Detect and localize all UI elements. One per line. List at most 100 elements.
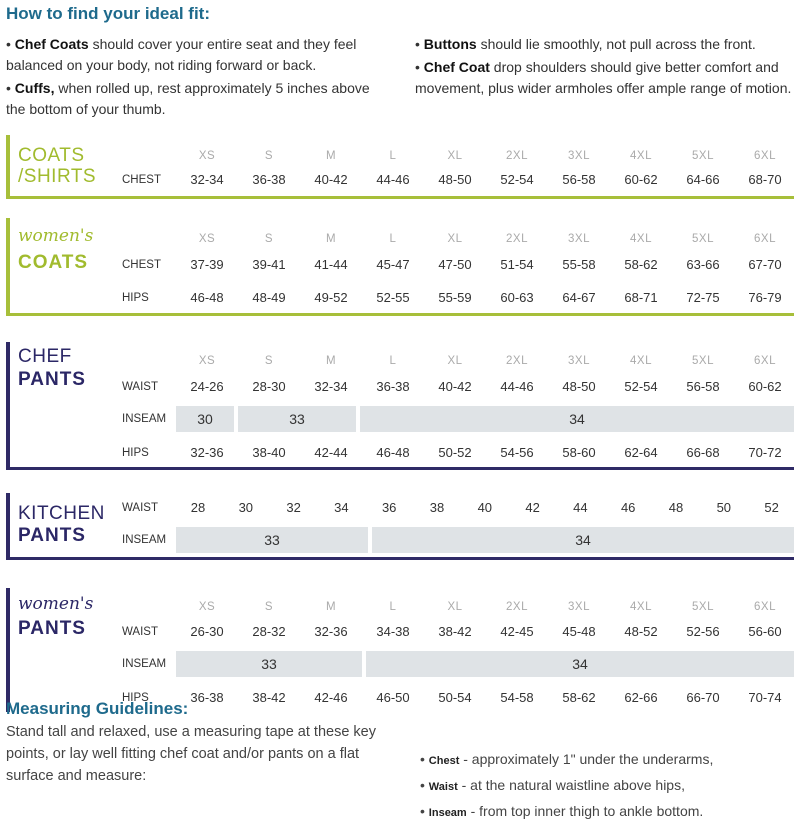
- size-label-l: L: [389, 601, 397, 613]
- size-label-xl: XL: [447, 150, 463, 162]
- size-label-6xl: 6XL: [754, 355, 776, 367]
- womens-coats-title-line1: women's: [18, 226, 94, 246]
- waist-value: 48-50: [562, 379, 596, 394]
- guideline-waist: • Waist - at the natural waistline above…: [420, 777, 685, 793]
- hips-value: 58-60: [562, 445, 596, 460]
- chef-pants-title-line1: CHEF: [18, 346, 72, 367]
- waist-value: 32-34: [314, 379, 348, 394]
- size-label-5xl: 5XL: [692, 355, 714, 367]
- fit-tips-right: • Buttons should lie smoothly, not pull …: [415, 34, 800, 101]
- chest-value: 45-47: [376, 257, 410, 272]
- waist-value: 40: [477, 500, 493, 515]
- chest-value: 58-62: [624, 257, 658, 272]
- chef-pants-section: CHEF PANTS XS S M L XL 2XL 3XL 4XL 5XL 6XL WAIST …: [6, 342, 794, 470]
- womens-pants-inseam-row: INSEAM 33 34: [6, 651, 794, 677]
- womens-coats-title-line2: COATS: [18, 252, 89, 273]
- chest-value: 40-42: [314, 172, 348, 187]
- waist-value: 44: [573, 500, 588, 515]
- chest-value: 39-41: [252, 257, 286, 272]
- waist-value: 34: [334, 500, 349, 515]
- chest-value: 67-70: [748, 257, 782, 272]
- hips-value: 52-55: [376, 290, 410, 305]
- hips-value: 46-48: [376, 445, 410, 460]
- waist-value: 50: [716, 500, 732, 515]
- waist-value: 52-56: [686, 624, 720, 639]
- waist-label: WAIST: [122, 381, 158, 393]
- size-label-m: M: [325, 233, 337, 245]
- size-label-4xl: 4XL: [630, 601, 652, 613]
- tip-chef-coat-shoulders: • Chef Coat drop shoulders should give b…: [415, 59, 792, 96]
- chest-value: 68-70: [748, 172, 782, 187]
- size-label-3xl: 3XL: [568, 150, 590, 162]
- size-label-m: M: [325, 355, 337, 367]
- womens-pants-waist-row: WAIST 26-30 28-32 32-36 34-38 38-42 42-45 45-4…: [6, 619, 794, 645]
- guideline-inseam: • Inseam - from top inner thigh to ankle…: [420, 803, 704, 819]
- size-label-4xl: 4XL: [630, 233, 652, 245]
- hips-value: 70-72: [748, 445, 782, 460]
- chef-pants-inseam-row: INSEAM 30 33 34: [6, 406, 794, 432]
- size-label-3xl: 3XL: [568, 601, 590, 613]
- hips-label: HIPS: [122, 447, 149, 459]
- size-label-s: S: [264, 150, 274, 162]
- womens-coats-hips-row: HIPS 46-48 48-49 49-52 52-55 55-59 60-63 64-67…: [6, 285, 794, 311]
- inseam-label: INSEAM: [122, 658, 167, 670]
- inseam-value: 34: [372, 527, 794, 553]
- size-label-xs: XS: [198, 355, 216, 367]
- waist-value: 24-26: [190, 379, 224, 394]
- size-label-2xl: 2XL: [506, 601, 528, 613]
- measuring-guidelines-text: Stand tall and relaxed, use a measuring …: [6, 724, 376, 784]
- hips-value: 70-74: [748, 690, 782, 705]
- waist-value: 48-52: [624, 624, 658, 639]
- coats-shirts-title-line2: /SHIRTS: [18, 166, 97, 187]
- chest-value: 32-34: [190, 172, 224, 187]
- inseam-value: 30: [176, 406, 234, 432]
- hips-value: 55-59: [438, 290, 472, 305]
- size-label-s: S: [264, 355, 274, 367]
- chest-value: 47-50: [438, 257, 472, 272]
- size-label-m: M: [325, 601, 337, 613]
- hips-value: 49-52: [314, 290, 348, 305]
- chef-pants-waist-row: WAIST 24-26 28-30 32-34 36-38 40-42 44-46 48-5…: [6, 374, 794, 400]
- waist-value: 44-46: [500, 379, 534, 394]
- chest-value: 64-66: [686, 172, 720, 187]
- size-label-l: L: [389, 233, 397, 245]
- womens-pants-title-line1: women's: [18, 594, 94, 614]
- waist-value: 42: [525, 500, 540, 515]
- hips-value: 46-50: [376, 690, 410, 705]
- chest-value: 55-58: [562, 257, 596, 272]
- waist-value: 36: [381, 500, 397, 515]
- size-label-xl: XL: [447, 601, 463, 613]
- hips-value: 42-46: [314, 690, 348, 705]
- waist-value: 38: [429, 500, 445, 515]
- inseam-value: 34: [360, 406, 794, 432]
- size-label-m: M: [325, 150, 337, 162]
- waist-value: 36-38: [376, 379, 410, 394]
- chest-value: 48-50: [438, 172, 472, 187]
- size-label-3xl: 3XL: [568, 233, 590, 245]
- hips-value: 62-66: [624, 690, 658, 705]
- waist-value: 28-30: [252, 379, 286, 394]
- hips-value: 54-56: [500, 445, 534, 460]
- size-label-l: L: [389, 150, 397, 162]
- chest-value: 41-44: [314, 257, 348, 272]
- hips-value: 62-64: [624, 445, 658, 460]
- hips-value: 68-71: [624, 290, 658, 305]
- hips-value: 66-70: [686, 690, 720, 705]
- waist-value: 38-42: [438, 624, 472, 639]
- hips-value: 50-54: [438, 690, 472, 705]
- waist-value: 46: [620, 500, 636, 515]
- measuring-guidelines-list: • Chest - approximately 1" under the und…: [420, 747, 800, 819]
- coats-shirts-section: COATS /SHIRTS XS S M L XL 2XL 3XL 4XL 5XL 6XL CHE…: [6, 135, 794, 199]
- size-label-6xl: 6XL: [754, 233, 776, 245]
- chest-value: 51-54: [500, 257, 534, 272]
- tip-cuffs: • Cuffs, when rolled up, rest approximat…: [6, 80, 370, 117]
- waist-value: 42-45: [500, 624, 534, 639]
- size-label-5xl: 5XL: [692, 233, 714, 245]
- chest-value: 37-39: [190, 257, 224, 272]
- kitchen-pants-title-line2: PANTS: [18, 525, 86, 546]
- hips-value: 42-44: [314, 445, 348, 460]
- hips-value: 58-62: [562, 690, 596, 705]
- tip-buttons: • Buttons should lie smoothly, not pull …: [415, 36, 756, 52]
- womens-coats-section: women's COATS XS S M L XL 2XL 3XL 4XL 5XL 6XL CHE…: [6, 218, 794, 316]
- waist-value: 30: [238, 500, 254, 515]
